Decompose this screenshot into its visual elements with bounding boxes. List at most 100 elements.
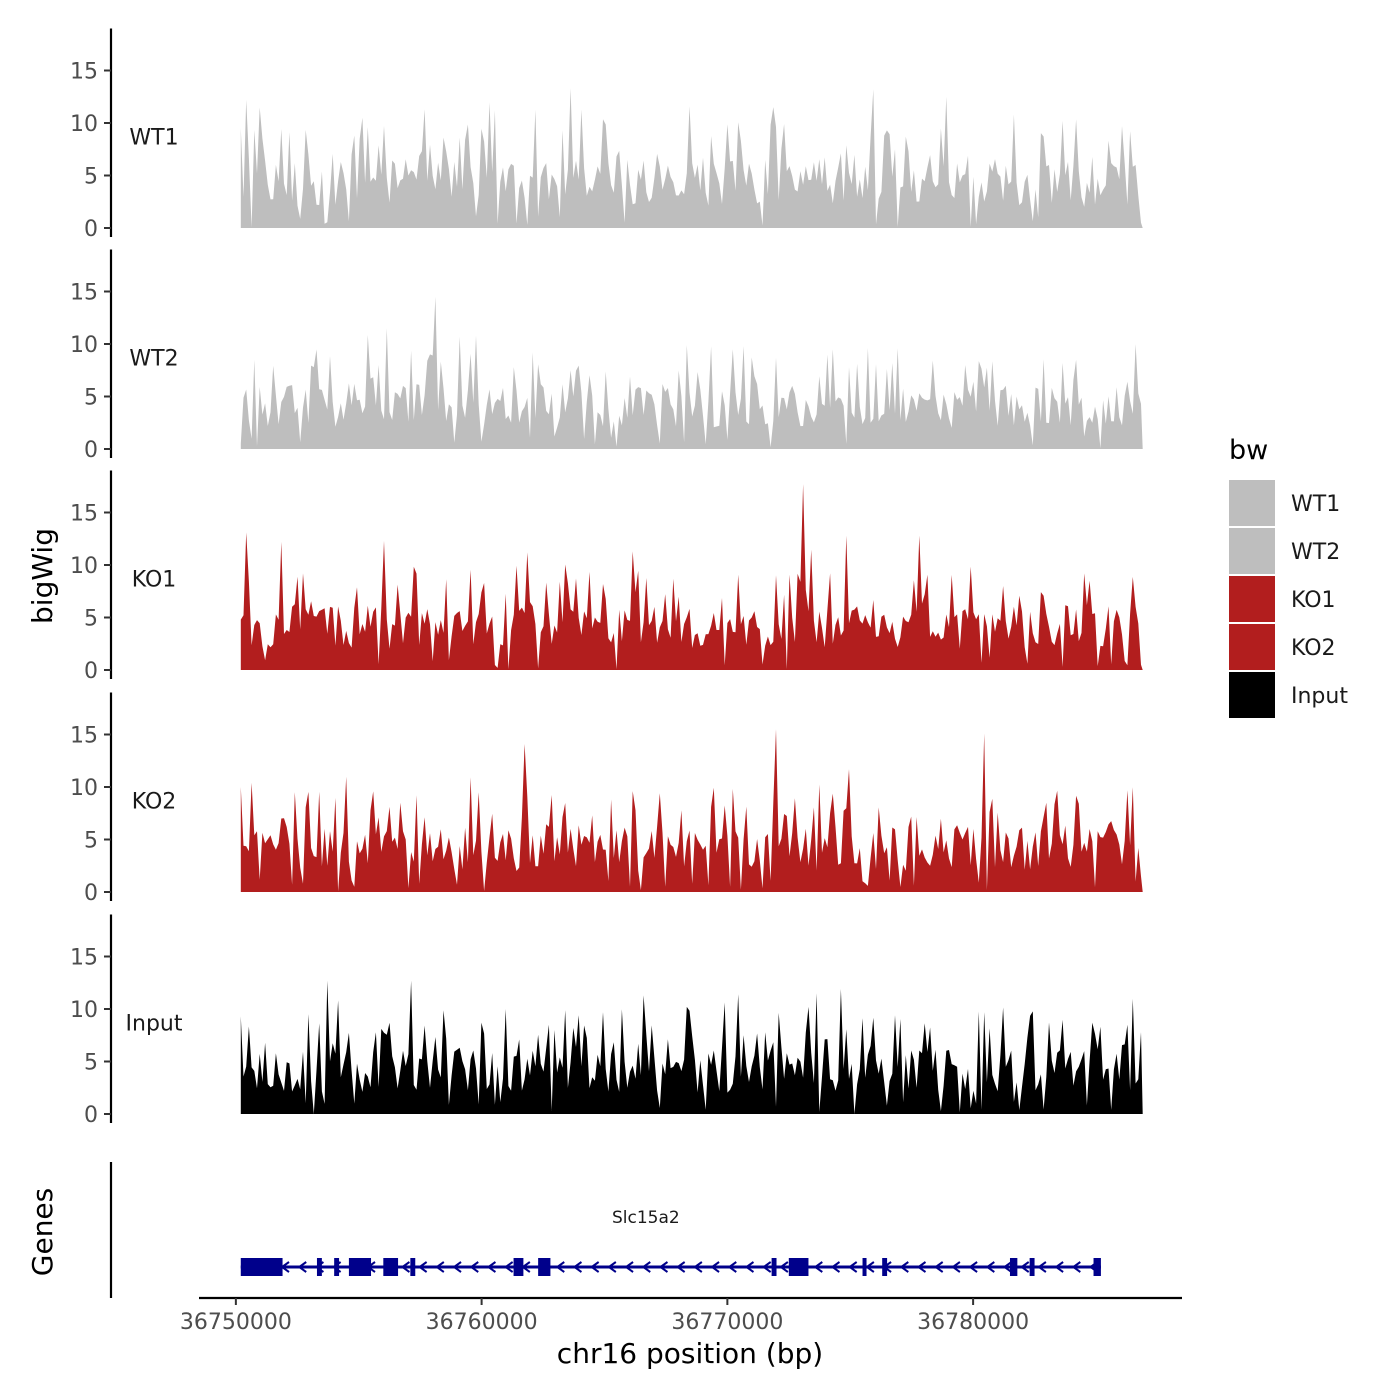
y-tick-label: 0 xyxy=(84,659,98,684)
strand-arrow xyxy=(1002,1261,1013,1273)
track-wt1: 0 5 10 15 WT1 xyxy=(70,28,1143,242)
track-label-ko2: KO2 xyxy=(132,790,177,815)
track-label-input: Input xyxy=(126,1012,183,1037)
strand-arrow xyxy=(761,1261,772,1273)
legend-key-ko1 xyxy=(1229,576,1275,622)
strand-arrow xyxy=(830,1261,841,1273)
y-tick-label: 10 xyxy=(70,112,98,137)
strand-arrow xyxy=(779,1261,789,1273)
legend-label-input: Input xyxy=(1291,684,1348,709)
strand-arrow xyxy=(865,1261,875,1273)
x-axis-title: chr16 position (bp) xyxy=(557,1337,823,1370)
coverage-area-wt2 xyxy=(240,296,1143,449)
track-ko2: 0 5 10 15 KO2 xyxy=(70,692,1143,906)
y-tick-label: 10 xyxy=(70,776,98,801)
gene-name-label: Slc15a2 xyxy=(612,1208,680,1228)
legend-label-wt2: WT2 xyxy=(1291,540,1340,565)
track-wt2: 0 5 10 15 WT2 xyxy=(70,249,1143,463)
track-label-ko1: KO1 xyxy=(132,568,177,593)
strand-arrow xyxy=(469,1261,479,1273)
x-tick-label: 36780000 xyxy=(917,1310,1029,1335)
strand-arrow xyxy=(1054,1261,1064,1273)
gene-exon xyxy=(882,1258,888,1276)
genes-track: Genes Slc15a2 xyxy=(26,1162,1101,1298)
gene-exon xyxy=(538,1258,551,1276)
coverage-area-ko2 xyxy=(240,729,1143,892)
strand-arrow xyxy=(847,1261,858,1273)
y-axis-title: bigWig xyxy=(26,528,59,624)
strand-arrow xyxy=(503,1261,514,1273)
track-input: 0 5 10 15 Input xyxy=(70,914,1143,1128)
gene-exon xyxy=(316,1258,322,1276)
y-tick-label: 15 xyxy=(70,724,98,749)
strand-arrow xyxy=(916,1261,927,1273)
legend-label-wt1: WT1 xyxy=(1291,492,1340,517)
gene-exon xyxy=(1009,1258,1018,1276)
legend-key-wt2 xyxy=(1229,528,1275,574)
strand-arrow xyxy=(933,1261,944,1273)
gene-exon xyxy=(788,1258,809,1276)
strand-arrow xyxy=(624,1261,634,1273)
signal-tracks: 0 5 10 15 WT1 0 5 10 15 WT2 0 5 10 15 KO1 0 5 10 15 KO2 0 5 10… xyxy=(70,28,1143,1128)
y-tick-label: 0 xyxy=(84,438,98,463)
y-tick-label: 0 xyxy=(84,1103,98,1128)
coverage-area-wt1 xyxy=(240,88,1143,228)
legend-label-ko2: KO2 xyxy=(1291,636,1336,661)
y-tick-label: 5 xyxy=(84,165,98,190)
gene-exon xyxy=(1093,1258,1101,1276)
gene-exon xyxy=(240,1258,283,1276)
strand-arrow xyxy=(572,1261,583,1273)
y-tick-label: 15 xyxy=(70,946,98,971)
y-tick-label: 10 xyxy=(70,998,98,1023)
y-tick-label: 15 xyxy=(70,502,98,527)
strand-arrow xyxy=(486,1261,497,1273)
y-tick-label: 10 xyxy=(70,554,98,579)
strand-arrow xyxy=(1019,1261,1030,1273)
strand-arrow xyxy=(693,1261,703,1273)
strand-arrow xyxy=(658,1261,669,1273)
y-tick-label: 5 xyxy=(84,386,98,411)
y-tick-label: 5 xyxy=(84,1051,98,1076)
y-tick-label: 10 xyxy=(70,333,98,358)
y-tick-label: 0 xyxy=(84,881,98,906)
legend-title: bw xyxy=(1229,435,1268,466)
strand-arrow xyxy=(675,1261,686,1273)
strand-arrow xyxy=(641,1261,651,1273)
strand-arrow xyxy=(555,1261,565,1273)
y-tick-label: 0 xyxy=(84,217,98,242)
legend-label-ko1: KO1 xyxy=(1291,588,1336,613)
x-tick-label: 36760000 xyxy=(426,1310,538,1335)
legend-key-ko2 xyxy=(1229,624,1275,670)
gene-exon xyxy=(410,1258,416,1276)
strand-arrow xyxy=(607,1261,617,1273)
strand-arrow xyxy=(400,1261,411,1273)
track-ko1: 0 5 10 15 KO1 xyxy=(70,470,1143,684)
strand-arrow xyxy=(297,1261,307,1273)
genes-track-label: Genes xyxy=(26,1188,59,1276)
gene-exon xyxy=(771,1258,777,1276)
gene-exon xyxy=(513,1258,524,1276)
coverage-area-ko1 xyxy=(240,484,1143,670)
y-tick-label: 15 xyxy=(70,281,98,306)
y-tick-label: 15 xyxy=(70,60,98,85)
legend-key-input xyxy=(1229,672,1275,718)
strand-arrow xyxy=(727,1261,737,1273)
x-tick-label: 36750000 xyxy=(180,1310,292,1335)
coverage-area-input xyxy=(240,980,1143,1114)
strand-arrow xyxy=(435,1261,445,1273)
strand-arrow xyxy=(452,1261,462,1273)
strand-arrow xyxy=(589,1261,600,1273)
legend: bw WT1 WT2 KO1 KO2 Input xyxy=(1229,435,1348,718)
strand-arrow xyxy=(710,1261,720,1273)
strand-arrow xyxy=(744,1261,755,1273)
strand-arrow xyxy=(985,1261,995,1273)
gene-exon xyxy=(862,1258,867,1276)
gene-exon xyxy=(383,1258,399,1276)
strand-arrow xyxy=(968,1261,978,1273)
gene-exon xyxy=(1029,1258,1035,1276)
x-axis: chr16 position (bp) 36750000 36760000 3677… xyxy=(180,1296,1182,1370)
gene-exon xyxy=(334,1258,340,1276)
strand-arrow xyxy=(813,1261,823,1273)
y-tick-label: 5 xyxy=(84,607,98,632)
